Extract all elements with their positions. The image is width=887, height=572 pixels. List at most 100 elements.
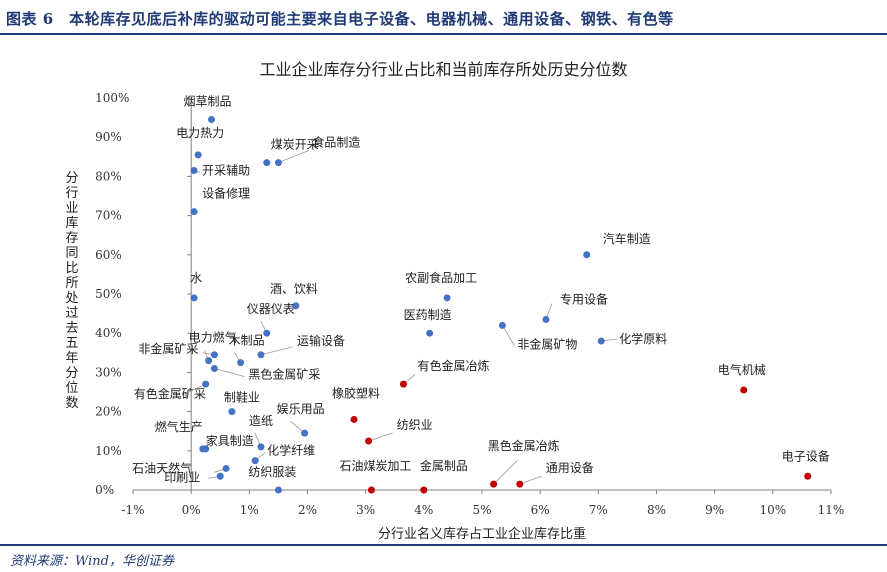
point-label: 汽车制造 [603, 231, 651, 246]
x-tick-label: 3% [356, 503, 375, 517]
point-label: 石油天然气 [132, 460, 192, 475]
scatter-point [367, 486, 375, 494]
point-label: 水 [190, 271, 202, 285]
point-label: 黑色金属冶炼 [488, 438, 560, 453]
x-tick-label: 1% [240, 503, 259, 517]
scatter-point [205, 357, 213, 365]
y-tick-label: 80% [95, 169, 122, 183]
point-label: 木制品 [229, 334, 265, 348]
scatter-point [237, 359, 245, 367]
point-label: 黑色金属矿采 [248, 366, 320, 381]
scatter-point [420, 486, 428, 494]
scatter-point [426, 329, 434, 337]
leader-line [260, 346, 294, 356]
point-label: 烟草制品 [184, 95, 232, 109]
y-tick-label: 50% [95, 287, 122, 301]
scatter-point [257, 351, 265, 359]
point-label: 通用设备 [546, 461, 594, 475]
x-tick-label: 8% [647, 503, 666, 517]
point-label: 煤炭开采 [271, 138, 319, 152]
point-label: 娱乐用品 [277, 402, 325, 416]
footer-rule [0, 544, 887, 546]
scatter-point [222, 464, 230, 472]
scatter-point [190, 208, 198, 216]
point-label: 电力燃气 [189, 330, 237, 345]
y-tick-label: 10% [95, 444, 122, 458]
scatter-point [443, 294, 451, 302]
point-label: 仪器仪表 [247, 302, 295, 316]
scatter-point [399, 380, 407, 388]
scatter-point [263, 329, 271, 337]
scatter-point [210, 351, 218, 359]
point-label: 纺织服装 [248, 465, 296, 479]
point-label: 有色金属冶炼 [417, 358, 489, 373]
y-axis-title: 分行业库存同比所处过去五年分位数 [65, 171, 78, 411]
scatter-point [202, 445, 210, 453]
point-label: 酒、饮料 [270, 282, 318, 296]
scatter-point [228, 408, 236, 416]
scatter-point [216, 472, 224, 480]
x-tick-label: 6% [531, 503, 550, 517]
scatter-point [263, 159, 271, 167]
figure-title: 图表 6 本轮库存见底后补库的驱动可能主要来自电子设备、电器机械、通用设备、钢铁… [6, 10, 674, 28]
x-tick-label: -1% [121, 503, 144, 517]
x-tick-label: 9% [705, 503, 724, 517]
scatter-point [498, 321, 506, 329]
scatter-point [350, 415, 358, 423]
scatter-point [365, 437, 373, 445]
scatter-point [740, 386, 748, 394]
point-label: 有色金属矿采 [134, 386, 206, 401]
leader-line [519, 475, 542, 485]
scatter-point [490, 480, 498, 488]
leader-line [368, 432, 393, 442]
point-label: 燃气生产 [155, 419, 203, 434]
point-label: 非金属矿采 [138, 341, 198, 356]
point-label: 印刷业 [164, 470, 200, 484]
point-label: 石油煤炭加工 [339, 459, 411, 473]
scatter-point [210, 364, 218, 372]
leader-line [278, 150, 309, 164]
scatter-point [597, 337, 605, 345]
y-tick-label: 40% [95, 326, 122, 340]
leader-lines [183, 150, 618, 485]
point-label: 开采辅助 [202, 164, 250, 178]
point-label: 设备修理 [202, 186, 250, 201]
x-axis-title: 分行业名义库存占工业企业库存比重 [378, 526, 586, 542]
scatter-point [542, 315, 550, 323]
point-label: 食品制造 [312, 135, 360, 150]
point-label: 金属制品 [420, 458, 468, 473]
point-label: 医药制造 [404, 308, 452, 322]
y-tick-label: 90% [95, 130, 122, 144]
point-label: 化学纤维 [267, 443, 315, 458]
point-label: 非金属矿物 [517, 336, 577, 351]
point-label: 电气机械 [718, 362, 766, 377]
x-tick-label: 5% [472, 503, 491, 517]
scatter-point [208, 116, 216, 124]
x-tick-label: 0% [182, 503, 201, 517]
x-tick-label: 4% [414, 503, 433, 517]
scatter-point [190, 294, 198, 302]
scatter-point [194, 151, 202, 159]
leader-line [493, 459, 518, 485]
scatter-point [274, 159, 282, 167]
scatter-point [292, 302, 300, 310]
y-tick-label: 70% [95, 209, 122, 223]
scatter-point [583, 251, 591, 259]
point-label: 造纸 [249, 414, 273, 428]
figure-title-rule [0, 33, 887, 35]
leader-line [502, 325, 515, 346]
chart-axes: 0% 10% 20% 30% 40% 50% 60% 70% 80% 90% 100% -1% 0% 1%… [65, 91, 844, 542]
x-tick-label: 2% [298, 503, 317, 517]
point-label: 专用设备 [560, 291, 608, 306]
point-label: 橡胶塑料 [332, 385, 380, 400]
x-tick-label: 10% [759, 503, 786, 517]
scatter-point [516, 480, 524, 488]
scatter-point [202, 380, 210, 388]
leader-line [183, 383, 206, 395]
scatter-point [257, 443, 265, 451]
x-tick-label: 7% [589, 503, 608, 517]
y-tick-label: 0% [95, 483, 114, 497]
point-label: 电力热力 [176, 126, 224, 140]
